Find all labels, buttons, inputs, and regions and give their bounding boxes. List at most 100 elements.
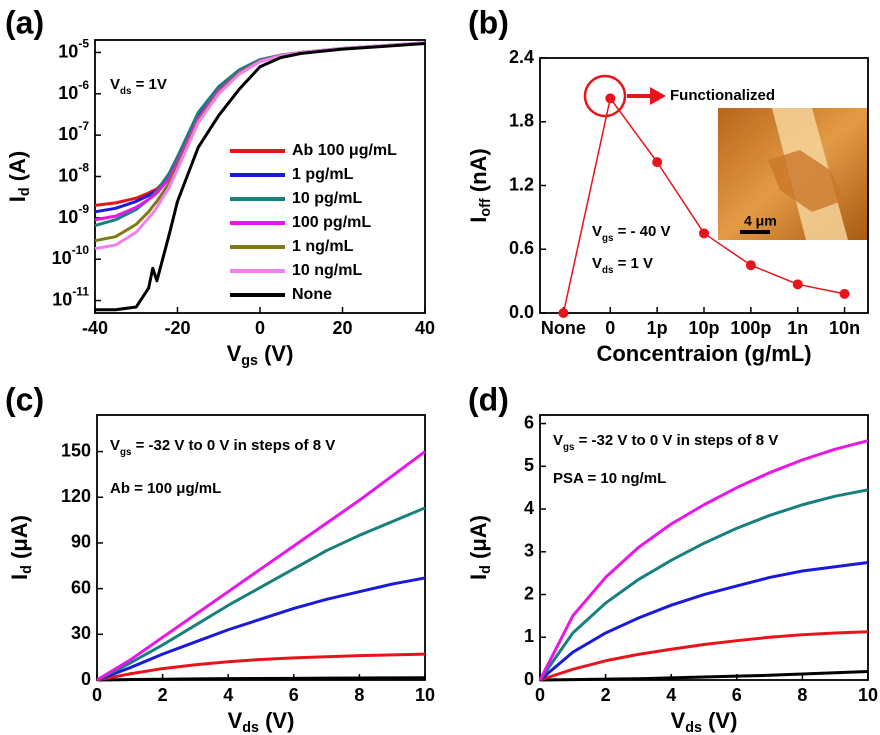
text-part: 10 (58, 41, 78, 61)
text-part: (V) (258, 341, 293, 366)
figure: Functionalized 4 μm 10-1110-1010-910-810… (0, 0, 880, 735)
x-tick-label: 8 (354, 685, 364, 705)
x-tick-label: 6 (289, 685, 299, 705)
text-part: V (553, 432, 563, 449)
y-tick-label: 2 (524, 583, 534, 603)
y-tick-label: 150 (61, 440, 91, 460)
text-part: d (478, 565, 494, 574)
data-line (97, 578, 425, 680)
x-tick-label: 10p (688, 318, 719, 338)
x-tick-label: 0 (92, 685, 102, 705)
y-tick-label: 1.8 (509, 111, 534, 131)
text-part: = 1 V (613, 255, 653, 272)
data-line (97, 654, 425, 680)
legend-label: 10 pg/mL (292, 190, 362, 207)
y-axis-label: Id (A) (5, 151, 33, 203)
x-tick-label: 20 (332, 318, 352, 338)
chart-panel: 10-1110-1010-910-810-710-610-5-40-200204… (5, 4, 435, 368)
text-part: -6 (78, 78, 89, 92)
text-part: (μA) (7, 515, 32, 565)
panel-label: (c) (5, 381, 44, 417)
text-part: ds (120, 86, 132, 97)
y-tick-label: 60 (71, 577, 91, 597)
y-tick-label: 1.2 (509, 174, 534, 194)
legend-label: 100 pg/mL (292, 214, 371, 231)
legend-label: 1 ng/mL (292, 238, 354, 255)
plot-frame (97, 415, 425, 680)
text-part: V (671, 708, 686, 733)
text-part: -7 (78, 119, 89, 133)
text-part: V (110, 437, 120, 454)
text-part: gs (563, 442, 575, 453)
annotation: PSA = 10 ng/mL (553, 470, 666, 487)
text-part: V (110, 76, 120, 93)
text-part: 10 (58, 83, 78, 103)
x-tick-label: 1n (787, 318, 808, 338)
x-axis-label: Vds (V) (671, 708, 738, 735)
x-tick-label: 2 (601, 685, 611, 705)
y-tick-label: 30 (71, 623, 91, 643)
text-part: V (227, 341, 242, 366)
x-axis-label: Vgs (V) (227, 341, 294, 369)
x-tick-label: 10 (415, 685, 435, 705)
y-tick-label: 3 (524, 541, 534, 561)
data-line (540, 562, 868, 680)
text-part: -10 (72, 243, 90, 257)
x-tick-label: 0 (255, 318, 265, 338)
text-part: (V) (702, 708, 737, 733)
y-tick-label: 10-5 (58, 37, 89, 62)
data-point (699, 228, 709, 238)
annotation: Vds = 1 V (592, 255, 653, 276)
x-tick-label: 4 (223, 685, 233, 705)
text-part: off (478, 198, 494, 216)
x-tick-label: 0 (535, 685, 545, 705)
text-part: (V) (259, 708, 294, 733)
data-line (540, 671, 868, 680)
text-part: (A) (5, 151, 30, 188)
text-part: (μA) (466, 515, 491, 565)
y-tick-label: 10-6 (58, 78, 89, 103)
x-tick-label: 0 (605, 318, 615, 338)
x-axis-label: Vds (V) (228, 708, 295, 735)
y-tick-label: 4 (524, 498, 534, 518)
y-tick-label: 0.6 (509, 238, 534, 258)
y-axis-label: Id (μA) (466, 515, 494, 580)
inset-image (718, 108, 868, 240)
x-tick-label: 100p (730, 318, 771, 338)
annotation: Vds = 1V (110, 76, 167, 97)
y-tick-label: 10-11 (52, 285, 89, 310)
callout-text: Functionalized (670, 87, 775, 104)
y-tick-label: 0.0 (509, 302, 534, 322)
x-tick-label: -40 (82, 318, 108, 338)
annotation: Vgs = -32 V to 0 V in steps of 8 V (110, 437, 335, 458)
legend-label: Ab 100 μg/mL (292, 142, 397, 159)
text-part: = -32 V to 0 V in steps of 8 V (574, 432, 778, 449)
y-tick-label: 0 (524, 669, 534, 689)
y-tick-label: 0 (81, 669, 91, 689)
panel-label: (d) (468, 381, 509, 417)
x-tick-label: 10 (858, 685, 878, 705)
data-point (558, 308, 568, 318)
text-part: 10 (58, 124, 78, 144)
legend-label: None (292, 286, 332, 303)
text-part: d (17, 187, 33, 196)
text-part: 10 (58, 207, 78, 227)
text-part: ds (242, 720, 259, 735)
text-part: = 1V (131, 76, 166, 93)
text-part: 10 (58, 165, 78, 185)
text-part: -11 (72, 285, 89, 299)
text-part: -5 (78, 37, 89, 51)
inset-scale-label: 4 μm (744, 213, 777, 229)
text-part: d (19, 565, 35, 574)
text-part: = - 40 V (613, 223, 670, 240)
data-point (746, 260, 756, 270)
legend-label: 1 pg/mL (292, 166, 354, 183)
text-part: -9 (78, 202, 89, 216)
y-axis-label: Ioff (nA) (466, 148, 494, 222)
text-part: ds (685, 720, 702, 735)
data-point (652, 157, 662, 167)
x-tick-label: 40 (415, 318, 435, 338)
data-point (793, 279, 803, 289)
y-tick-label: 120 (61, 486, 91, 506)
annotation: Vgs = - 40 V (592, 223, 671, 244)
